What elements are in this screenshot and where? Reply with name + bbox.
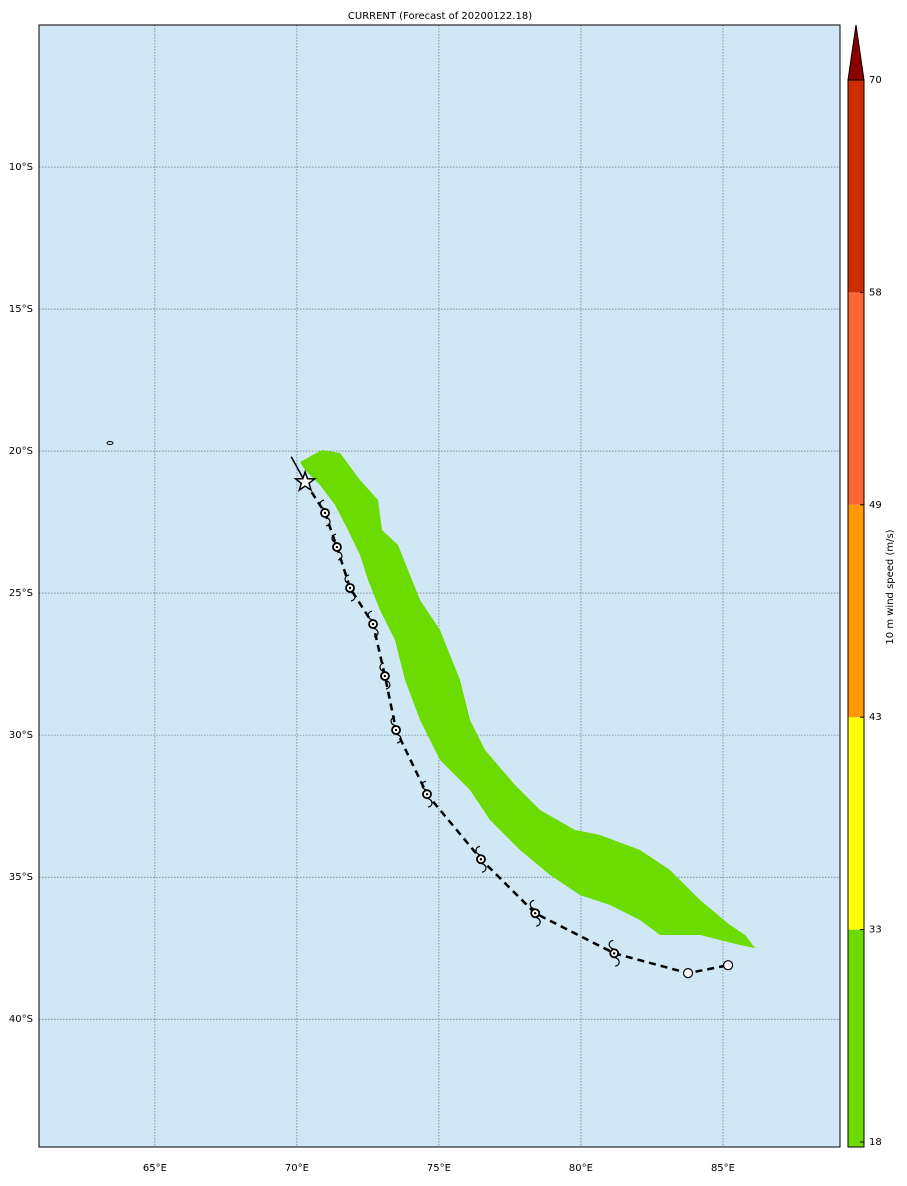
- colorbar-segment: [848, 504, 864, 718]
- ocean: [39, 25, 840, 1147]
- x-tick-label: 70°E: [285, 1163, 309, 1174]
- y-tick-label: 35°S: [9, 872, 33, 883]
- grid: [39, 25, 840, 1147]
- colorbar-tick-label: 43: [869, 712, 882, 723]
- x-tick-label: 85°E: [711, 1163, 735, 1174]
- y-tick-label: 10°S: [9, 162, 33, 173]
- y-tick-label: 25°S: [9, 588, 33, 599]
- colorbar-tick-label: 49: [869, 500, 882, 511]
- colorbar: 18 33 43 49 58 70: [847, 24, 882, 1148]
- cyclone-symbol: [319, 499, 331, 527]
- island: [106, 441, 114, 445]
- cyclone-core: [534, 912, 537, 915]
- track: [290, 456, 734, 979]
- cyclone-core: [335, 545, 339, 549]
- cyclone-symbol: [421, 780, 433, 808]
- cyclone-symbol: [390, 716, 402, 744]
- cyclone-core: [394, 728, 398, 732]
- colorbar-tick-label: 70: [869, 75, 882, 86]
- y-tick-label: 30°S: [9, 730, 33, 741]
- cyclone-core: [323, 511, 327, 515]
- cyclone-symbol: [331, 533, 343, 561]
- cyclone-core: [348, 586, 352, 590]
- cyclone-symbol: [379, 662, 391, 690]
- colorbar-segment: [848, 292, 864, 505]
- cyclone-symbol: [608, 939, 620, 967]
- x-tick-label: 65°E: [143, 1163, 167, 1174]
- cyclone-symbol: [344, 574, 356, 602]
- colorbar-tick-label: 58: [869, 287, 882, 298]
- cyclone-symbol: [475, 845, 487, 873]
- colorbar-label: 10 m wind speed (m/s): [885, 529, 896, 644]
- cyclone-core: [425, 793, 429, 796]
- x-tick-label: 75°E: [427, 1163, 451, 1174]
- cyclone-core: [612, 952, 616, 955]
- y-tick-label: 15°S: [9, 304, 33, 315]
- low-symbol: [722, 960, 734, 971]
- x-tick-label: 80°E: [569, 1163, 593, 1174]
- colorbar-segment: [848, 80, 864, 293]
- colorbar-extend: [847, 24, 865, 81]
- map-frame: [38, 24, 841, 1148]
- y-tick-label: 20°S: [9, 446, 33, 457]
- colorbar-tick-label: 18: [869, 1137, 882, 1148]
- y-tick-label: 40°S: [9, 1014, 33, 1025]
- colorbar-segment: [848, 929, 864, 1147]
- cyclone-symbol: [529, 899, 541, 927]
- colorbar-frame: [847, 79, 865, 1148]
- colorbar-tick-label: 33: [869, 925, 882, 936]
- colorbar-segment: [848, 717, 864, 930]
- map-title: CURRENT (Forecast of 20200122.18): [348, 11, 532, 22]
- low-symbol: [682, 968, 694, 979]
- current-position: [293, 469, 317, 492]
- cyclone-core: [479, 858, 483, 861]
- wind-swath: [300, 450, 755, 948]
- cyclone-symbol: [367, 610, 379, 638]
- cyclone-core: [383, 674, 387, 678]
- cyclone-core: [371, 622, 375, 626]
